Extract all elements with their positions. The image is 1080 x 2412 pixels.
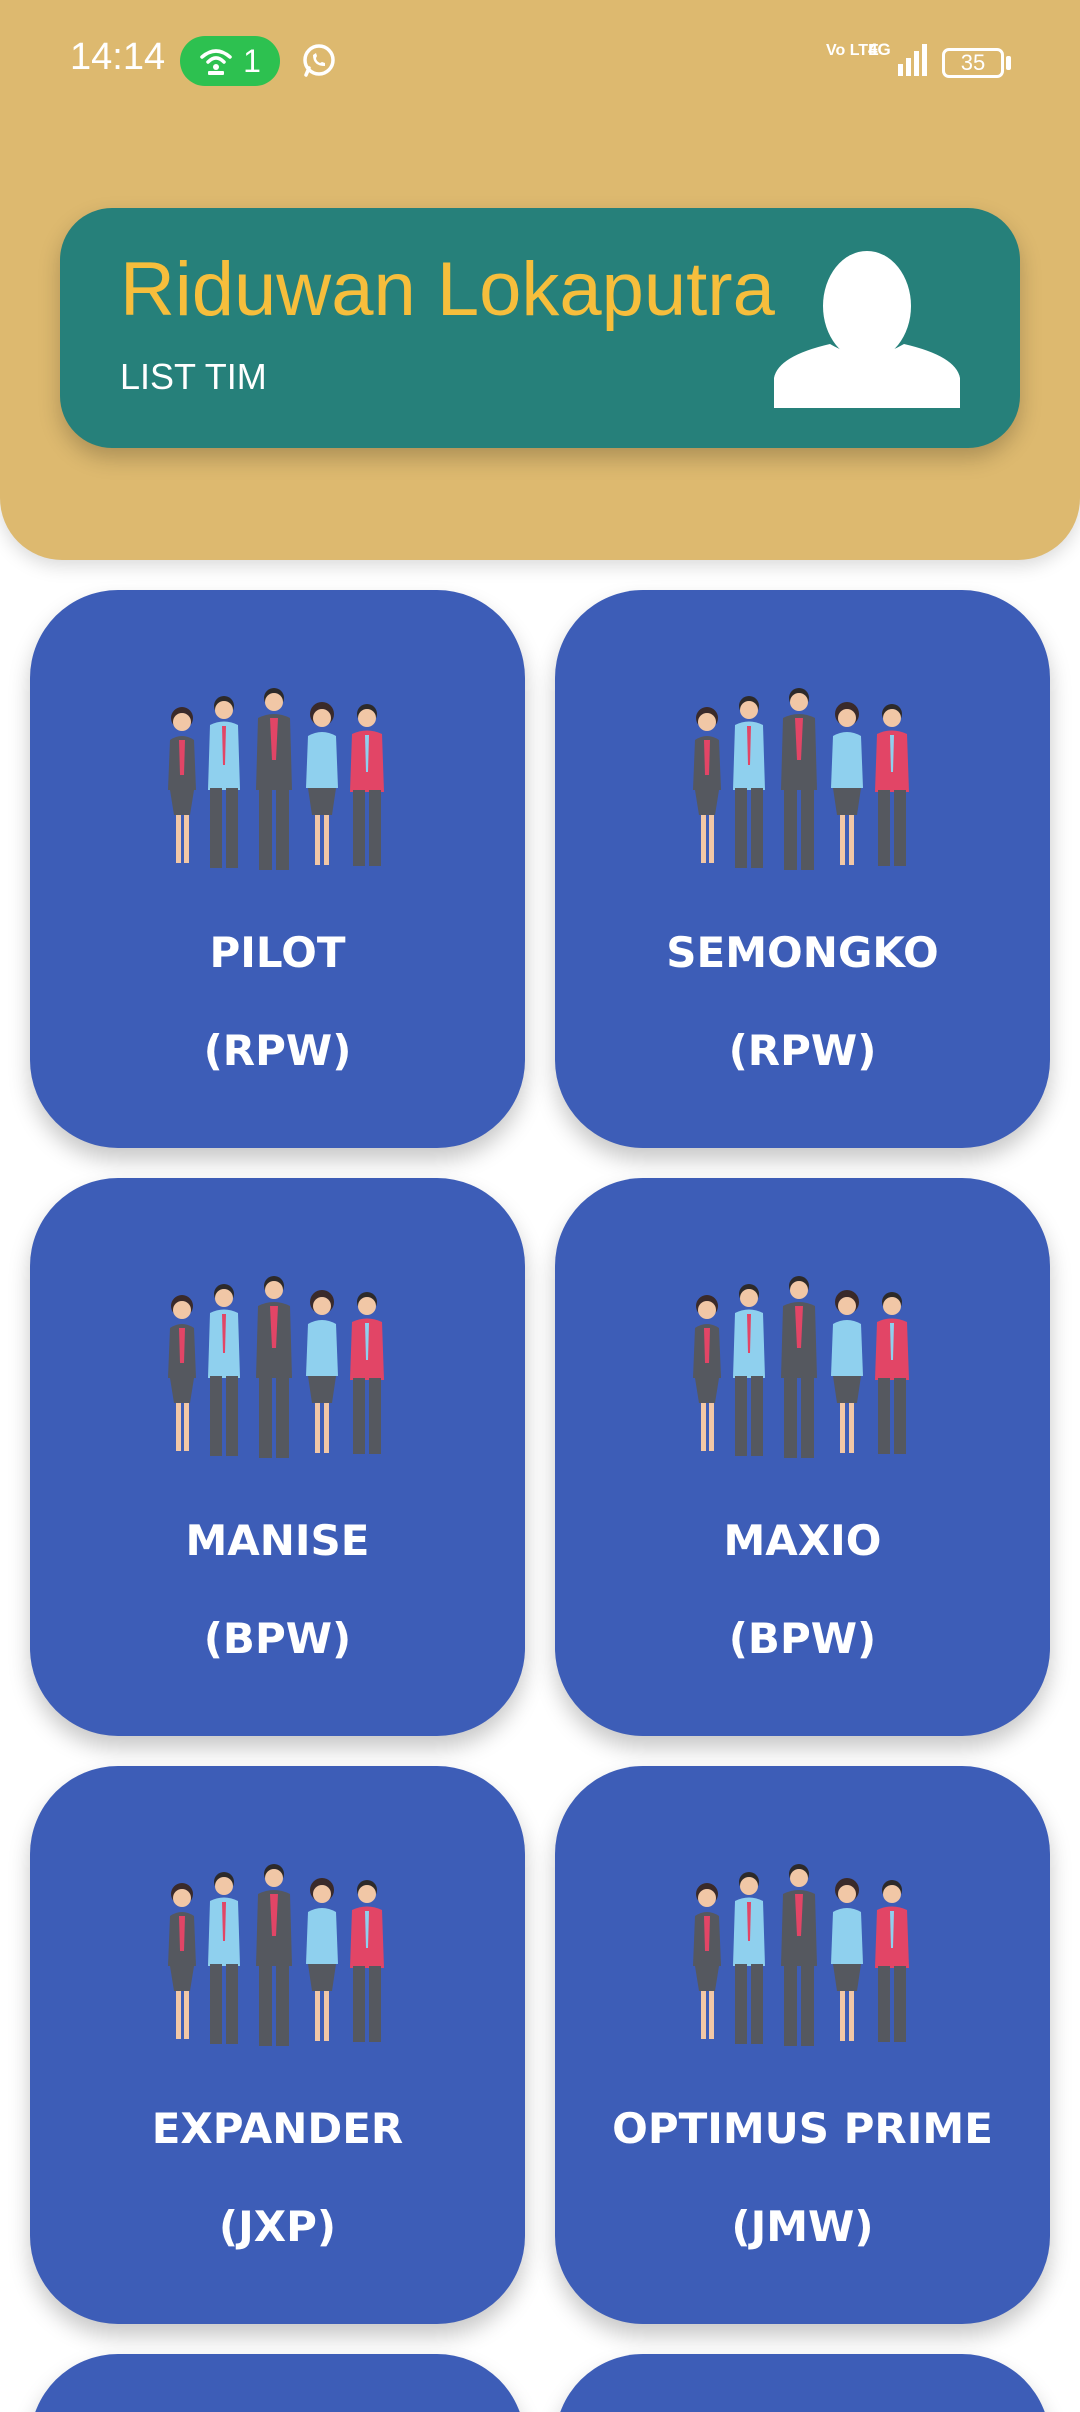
- signal-icon: [898, 44, 927, 76]
- team-card-partial[interactable]: [30, 2354, 525, 2412]
- person-icon: [774, 251, 960, 408]
- network-type: 4G: [868, 40, 891, 59]
- team-card-partial[interactable]: [555, 2354, 1050, 2412]
- profile-subtitle: LIST TIM: [120, 356, 267, 397]
- team-name: PILOT: [209, 928, 346, 977]
- team-name: MANISE: [185, 1516, 370, 1565]
- team-card[interactable]: MANISE (BPW): [30, 1178, 525, 1736]
- team-illustration-icon: [152, 1856, 402, 2061]
- team-card[interactable]: OPTIMUS PRIME (JMW): [555, 1766, 1050, 2324]
- profile-card[interactable]: Riduwan Lokaputra LIST TIM: [60, 208, 1020, 448]
- team-illustration-icon: [152, 1268, 402, 1473]
- team-illustration-icon: [152, 680, 402, 885]
- team-code: (JXP): [218, 2202, 337, 2251]
- team-illustration-icon: [677, 1856, 927, 2061]
- battery-icon: 35: [942, 48, 1004, 78]
- team-code: (RPW): [728, 1026, 877, 1075]
- battery-level: 35: [960, 50, 986, 75]
- status-bar: 14:14 1 Vo LTE 4G: [0, 0, 1080, 125]
- team-illustration-icon: [677, 1268, 927, 1473]
- battery-tip: [1006, 56, 1011, 70]
- header: 14:14 1 Vo LTE 4G: [0, 0, 1080, 560]
- team-name: EXPANDER: [151, 2104, 404, 2153]
- hotspot-icon: [200, 49, 232, 75]
- team-code: (BPW): [203, 1614, 352, 1663]
- whatsapp-icon: [303, 44, 335, 77]
- team-card[interactable]: PILOT (RPW): [30, 590, 525, 1148]
- volte-indicator: Vo LTE: [826, 42, 879, 59]
- hotspot-count: 1: [243, 42, 261, 79]
- team-code: (BPW): [728, 1614, 877, 1663]
- status-time: 14:14: [70, 36, 166, 78]
- team-illustration-icon: [677, 680, 927, 885]
- team-code: (RPW): [203, 1026, 352, 1075]
- team-name: SEMONGKO: [666, 928, 939, 977]
- team-card[interactable]: SEMONGKO (RPW): [555, 590, 1050, 1148]
- team-code: (JMW): [731, 2202, 874, 2251]
- team-name: MAXIO: [723, 1516, 882, 1565]
- team-card[interactable]: EXPANDER (JXP): [30, 1766, 525, 2324]
- team-card[interactable]: MAXIO (BPW): [555, 1178, 1050, 1736]
- hotspot-indicator: 1: [180, 36, 280, 86]
- profile-name: Riduwan Lokaputra: [120, 247, 775, 332]
- team-name: OPTIMUS PRIME: [612, 2104, 993, 2153]
